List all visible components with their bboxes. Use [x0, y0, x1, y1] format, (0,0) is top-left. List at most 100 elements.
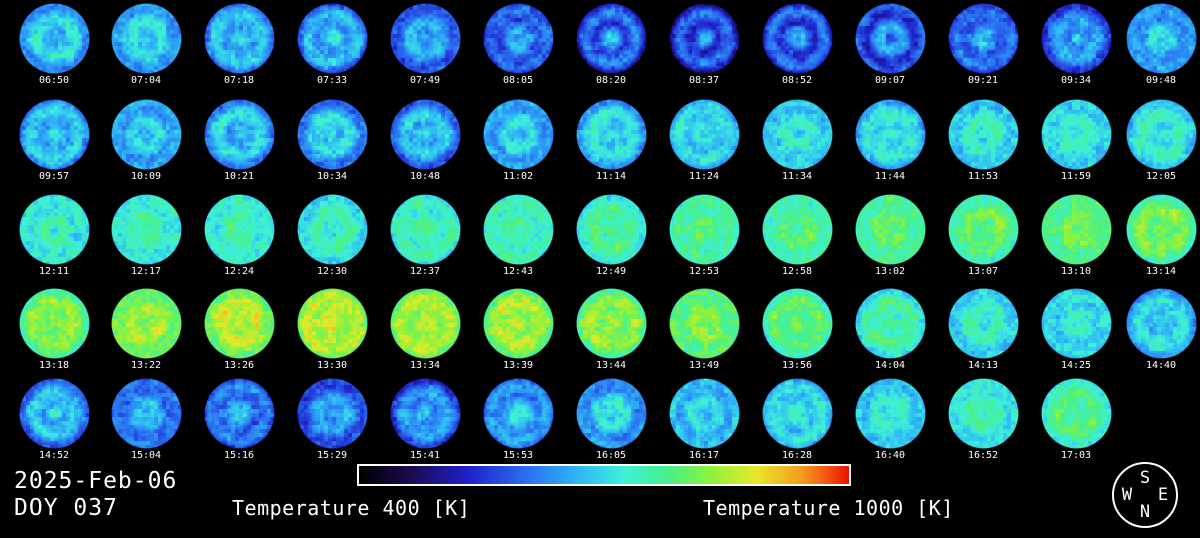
disk-timestamp-label: 13:07: [967, 266, 999, 277]
disk-cell: 07:04: [100, 2, 192, 87]
disk-cell: 09:21: [937, 2, 1029, 87]
disk-timestamp-label: 09:21: [967, 75, 999, 86]
disk-cell: 12:58: [751, 193, 843, 278]
temperature-disk-image: [389, 193, 461, 265]
disk-cell: 11:53: [937, 98, 1029, 183]
disk-cell: 14:40: [1115, 287, 1200, 372]
temperature-disk-image: [947, 193, 1019, 265]
disk-timestamp-label: 16:17: [688, 450, 720, 461]
temperature-disk-image: [18, 287, 90, 359]
disk-cell: 08:20: [565, 2, 657, 87]
disk-timestamp-label: 14:52: [38, 450, 70, 461]
temperature-disk-image: [482, 377, 554, 449]
disk-cell: 08:05: [472, 2, 564, 87]
colorbar-max-label: Temperature 1000 [K]: [703, 496, 954, 520]
temperature-disk-image: [203, 98, 275, 170]
temperature-disk-image: [482, 2, 554, 74]
disk-timestamp-label: 13:44: [595, 360, 627, 371]
disk-cell: 12:37: [379, 193, 471, 278]
disk-timestamp-label: 11:53: [967, 171, 999, 182]
compass-ring: [1112, 462, 1178, 528]
disk-cell: 16:28: [751, 377, 843, 462]
disk-timestamp-label: 15:53: [502, 450, 534, 461]
temperature-disk-image: [1040, 98, 1112, 170]
compass-rose: S N W E: [1112, 462, 1184, 534]
disk-cell: 12:49: [565, 193, 657, 278]
temperature-disk-image: [761, 287, 833, 359]
disk-cell: 13:30: [286, 287, 378, 372]
temperature-disk-image: [761, 377, 833, 449]
temperature-disk-image: [668, 377, 740, 449]
temperature-disk-image: [110, 2, 182, 74]
disk-cell: 13:34: [379, 287, 471, 372]
disk-timestamp-label: 16:28: [781, 450, 813, 461]
temperature-disk-image: [668, 193, 740, 265]
disk-timestamp-label: 15:16: [223, 450, 255, 461]
disk-timestamp-label: 09:34: [1060, 75, 1092, 86]
disk-cell: 13:14: [1115, 193, 1200, 278]
temperature-disk-image: [482, 287, 554, 359]
temperature-disk-image: [1125, 193, 1197, 265]
temperature-disk-image: [854, 2, 926, 74]
disk-cell: 15:29: [286, 377, 378, 462]
temperature-disk-image: [110, 287, 182, 359]
disk-timestamp-label: 09:57: [38, 171, 70, 182]
compass-direction-left: W: [1121, 485, 1133, 505]
disk-timestamp-label: 13:18: [38, 360, 70, 371]
disk-timestamp-label: 10:09: [130, 171, 162, 182]
disk-timestamp-label: 15:04: [130, 450, 162, 461]
disk-cell: 12:17: [100, 193, 192, 278]
temperature-disk-image: [203, 287, 275, 359]
disk-timestamp-label: 16:52: [967, 450, 999, 461]
disk-cell: 15:41: [379, 377, 471, 462]
disk-cell: 12:11: [8, 193, 100, 278]
temperature-disk-image: [296, 193, 368, 265]
temperature-disk-image: [110, 193, 182, 265]
disk-cell: 13:56: [751, 287, 843, 372]
disk-cell: 12:30: [286, 193, 378, 278]
temperature-disk-image: [1040, 377, 1112, 449]
temperature-disk-image: [947, 2, 1019, 74]
disk-timestamp-label: 12:58: [781, 266, 813, 277]
temperature-disk-image: [761, 2, 833, 74]
temperature-disk-image: [575, 193, 647, 265]
temperature-disk-image: [482, 98, 554, 170]
disk-timestamp-label: 07:04: [130, 75, 162, 86]
disk-timestamp-label: 11:24: [688, 171, 720, 182]
temperature-disk-image: [482, 193, 554, 265]
temperature-colorbar: [357, 464, 851, 486]
disk-timestamp-label: 10:48: [409, 171, 441, 182]
disk-cell: 12:43: [472, 193, 564, 278]
temperature-disk-image: [668, 98, 740, 170]
disk-cell: 11:14: [565, 98, 657, 183]
temperature-disk-image: [1125, 2, 1197, 74]
temperature-disk-image: [947, 98, 1019, 170]
disk-timestamp-label: 12:43: [502, 266, 534, 277]
temperature-disk-image: [854, 287, 926, 359]
temperature-disk-image: [668, 2, 740, 74]
temperature-disk-image: [575, 2, 647, 74]
temperature-disk-image: [1040, 193, 1112, 265]
disk-cell: 14:04: [844, 287, 936, 372]
disk-cell: 15:16: [193, 377, 285, 462]
temperature-disk-image: [18, 193, 90, 265]
temperature-disk-image: [18, 98, 90, 170]
temperature-disk-image: [389, 377, 461, 449]
disk-timestamp-label: 12:53: [688, 266, 720, 277]
day-of-year: DOY 037: [14, 495, 118, 521]
disk-timestamp-label: 14:40: [1145, 360, 1177, 371]
disk-timestamp-label: 15:41: [409, 450, 441, 461]
disk-cell: 11:34: [751, 98, 843, 183]
colorbar-min-label: Temperature 400 [K]: [232, 496, 471, 520]
disk-timestamp-label: 07:33: [316, 75, 348, 86]
disk-cell: 14:25: [1030, 287, 1122, 372]
disk-timestamp-label: 15:29: [316, 450, 348, 461]
disk-timestamp-label: 06:50: [38, 75, 70, 86]
disk-timestamp-label: 13:10: [1060, 266, 1092, 277]
disk-cell: 15:04: [100, 377, 192, 462]
disk-timestamp-label: 11:34: [781, 171, 813, 182]
disk-cell: 13:10: [1030, 193, 1122, 278]
temperature-disk-image: [296, 2, 368, 74]
colorbar-gradient: [359, 466, 849, 484]
disk-cell: 11:44: [844, 98, 936, 183]
